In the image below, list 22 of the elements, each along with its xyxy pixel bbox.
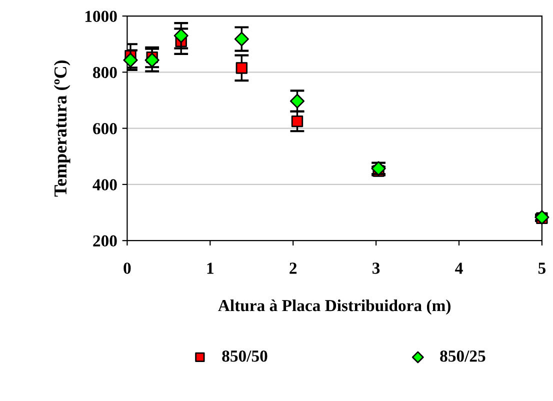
point — [144, 52, 160, 68]
y-tick-label: 200 — [93, 235, 117, 247]
x-tick-label: 1 — [207, 262, 214, 274]
x-tick-label: 4 — [455, 262, 463, 274]
x-axis-title: Altura à Placa Distribuidora (m) — [218, 299, 450, 315]
x-tick-label: 5 — [538, 262, 546, 274]
x-tick-label: 0 — [124, 262, 131, 274]
point — [123, 52, 138, 68]
point — [291, 115, 304, 128]
y-tick-label: 800 — [93, 66, 117, 78]
legend-label: 850/25 — [440, 350, 486, 362]
x-tick-label: 2 — [290, 262, 297, 274]
legend-label: 850/50 — [222, 350, 268, 362]
point — [236, 62, 248, 74]
x-tick-label: 3 — [372, 262, 380, 274]
y-tick-label: 400 — [92, 179, 117, 190]
point — [174, 28, 188, 43]
point — [290, 94, 305, 108]
y-tick-label: 1000 — [85, 10, 117, 22]
y-axis-title: Temperatura (ºC) — [54, 60, 70, 197]
point — [234, 32, 249, 46]
y-tick-label: 600 — [93, 123, 117, 134]
